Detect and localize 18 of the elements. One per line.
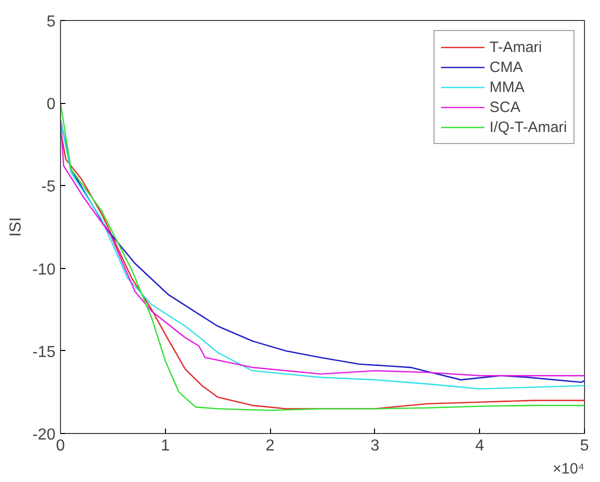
- legend-label: CMA: [490, 58, 523, 76]
- y-tick-label: -5: [41, 178, 56, 196]
- y-tick-label: -10: [32, 261, 56, 278]
- x-tick-label: 1: [160, 438, 170, 454]
- text: ×10⁴: [552, 460, 584, 478]
- x-tick-label: 5: [580, 438, 590, 454]
- y-tick-label: -20: [32, 426, 56, 444]
- y-tick-label: -15: [32, 344, 56, 361]
- legend-label: MMA: [490, 78, 524, 96]
- legend-label: T-Amari: [490, 38, 542, 56]
- x-tick-label: 3: [370, 438, 380, 454]
- x-tick-label: 4: [475, 438, 484, 454]
- legend-label: I/Q-T-Amari: [490, 118, 567, 136]
- legend-label: SCA: [490, 98, 520, 116]
- y-tick-label: 0: [46, 96, 56, 114]
- x-tick-label: 2: [266, 438, 275, 454]
- y-axis-title: ISI: [7, 217, 24, 237]
- y-tick-label: 5: [46, 14, 56, 30]
